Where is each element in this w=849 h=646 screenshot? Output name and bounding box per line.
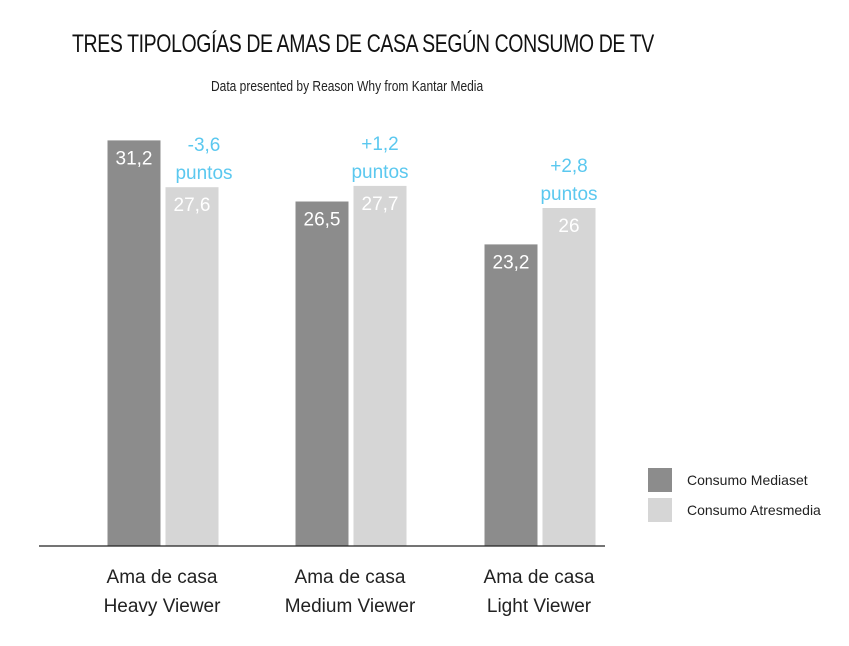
annotation-1-line-1: puntos	[351, 162, 408, 183]
legend-swatch-atresmedia	[648, 498, 672, 522]
bar-mediaset-0	[107, 140, 161, 546]
category-label-1-line-1: Medium Viewer	[285, 596, 416, 617]
bar-atresmedia-1	[353, 185, 407, 546]
annotation-1-line-0: +1,2	[361, 134, 399, 155]
category-label-2-line-1: Light Viewer	[487, 596, 592, 617]
annotation-0-line-0: -3,6	[188, 135, 221, 156]
category-label-0-line-0: Ama de casa	[107, 567, 218, 588]
bar-label-mediaset-0: 31,2	[116, 148, 153, 169]
chart-subtitle: Data presented by Reason Why from Kantar…	[211, 78, 484, 95]
annotation-2-line-0: +2,8	[550, 156, 588, 177]
bar-label-mediaset-2: 23,2	[493, 252, 530, 273]
bar-label-atresmedia-2: 26	[558, 216, 579, 237]
annotation-2-line-1: puntos	[540, 184, 597, 205]
legend-item-atresmedia: Consumo Atresmedia	[648, 498, 821, 522]
legend: Consumo Mediaset Consumo Atresmedia	[648, 468, 821, 528]
bar-mediaset-1	[295, 201, 349, 546]
bar-atresmedia-2	[542, 208, 596, 546]
legend-label-atresmedia: Consumo Atresmedia	[687, 502, 821, 518]
bar-label-mediaset-1: 26,5	[304, 210, 341, 231]
bar-atresmedia-0	[165, 187, 219, 546]
bar-label-atresmedia-1: 27,7	[362, 194, 399, 215]
category-label-1-line-0: Ama de casa	[295, 567, 406, 588]
legend-swatch-mediaset	[648, 468, 672, 492]
chart-title: TRES TIPOLOGÍAS DE AMAS DE CASA SEGÚN CO…	[72, 30, 654, 58]
category-label-2-line-0: Ama de casa	[484, 567, 595, 588]
legend-item-mediaset: Consumo Mediaset	[648, 468, 821, 492]
bar-label-atresmedia-0: 27,6	[174, 195, 211, 216]
legend-label-mediaset: Consumo Mediaset	[687, 472, 808, 488]
annotation-0-line-1: puntos	[175, 163, 232, 184]
category-label-0-line-1: Heavy Viewer	[104, 596, 222, 617]
bar-mediaset-2	[484, 244, 538, 546]
